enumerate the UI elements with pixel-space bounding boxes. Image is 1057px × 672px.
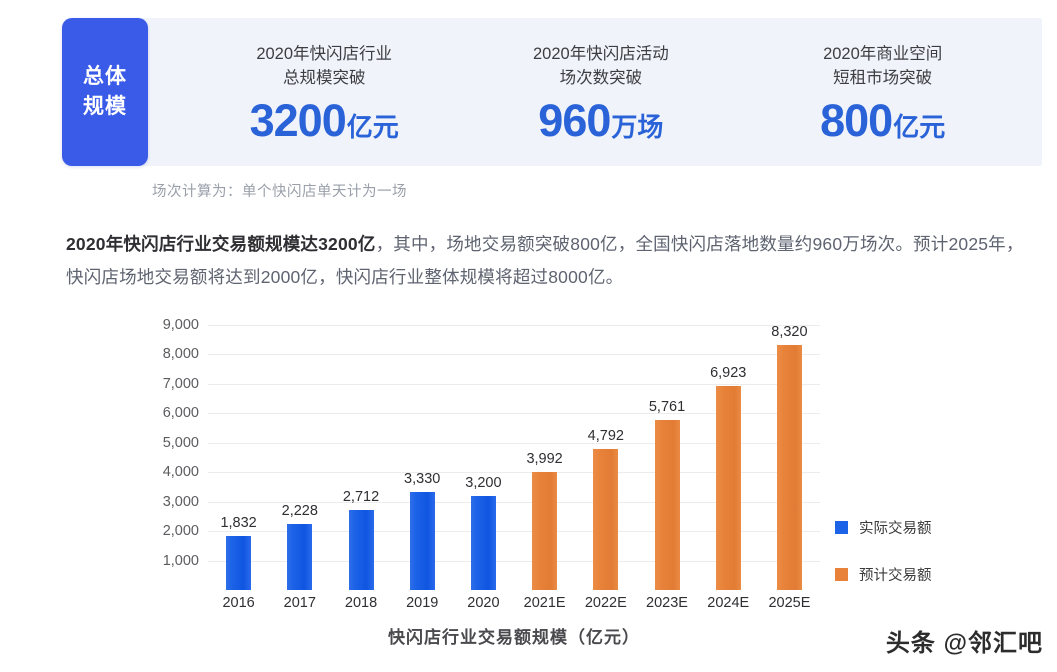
summary-stats: 2020年快闪店行业 总规模突破 3200亿元 2020年快闪店活动 场次数突破… (182, 18, 1030, 166)
paragraph-rest: ，其中，场地交易额突破800亿，全国快闪店落地数量约960万场次。预计2025年… (66, 234, 1024, 287)
chart-bar-value-label: 2,712 (342, 489, 380, 506)
chart-bar-slot: 1,832 (208, 325, 269, 590)
chart-legend: 实际交易额 预计交易额 (835, 517, 1005, 611)
stat-caption-line-2: 总规模突破 (282, 68, 366, 87)
legend-swatch-forecast-icon (835, 568, 848, 581)
chart-y-tick-label: 4,000 (162, 464, 199, 481)
chart-x-tick-label: 2022E (584, 595, 627, 611)
chart-bars: 1,832 2,228 2,712 3,330 3,200 3,992 4,792 5,761… (208, 324, 820, 590)
legend-item-forecast: 预计交易额 (835, 564, 1005, 585)
summary-banner-panel (137, 18, 1042, 166)
legend-swatch-actual-icon (835, 521, 848, 534)
stat-number: 3200 (249, 94, 347, 146)
chart-gridline: 2,000 (163, 523, 820, 539)
summary-badge: 总体 规模 (62, 18, 148, 166)
summary-badge-line-1: 总体 (83, 65, 127, 88)
transaction-scale-chart: 9,000 8,000 7,000 6,000 5,000 4,000 3,000 2,000… (0, 305, 1057, 665)
chart-gridline: 1,000 (163, 553, 820, 569)
chart-gridline: 5,000 (163, 435, 820, 451)
chart-bar[interactable]: 3,992 (526, 451, 563, 590)
chart-bar[interactable]: 3,200 (465, 475, 502, 590)
stat-card-short-rent-market: 2020年商业空间 短租市场突破 800亿元 (735, 42, 1030, 143)
chart-bar[interactable]: 8,320 (771, 324, 808, 590)
stat-value: 960万场 (472, 98, 729, 143)
chart-bar[interactable]: 2,712 (343, 489, 379, 590)
chart-x-tick-label: 2019 (406, 595, 439, 611)
stat-card-event-count: 2020年快闪店活动 场次数突破 960万场 (466, 42, 735, 143)
stat-caption-line-1: 2020年商业空间 (823, 44, 943, 63)
chart-bar-slot: 3,330 (392, 325, 453, 590)
chart-y-tick-label: 2,000 (162, 523, 199, 540)
chart-bar-slot: 3,200 (453, 325, 514, 590)
chart-bar-value-label: 3,200 (465, 474, 502, 491)
chart-y-tick-label: 5,000 (162, 434, 199, 451)
chart-bar-slot: 3,992 (514, 325, 575, 590)
chart-bar-value-label: 6,923 (710, 365, 747, 382)
chart-y-tick-label: 3,000 (162, 493, 199, 510)
chart-y-tick-label: 7,000 (162, 375, 199, 392)
chart-bar-value-label: 3,992 (526, 451, 563, 468)
chart-y-tick-label: 9,000 (162, 317, 199, 333)
chart-bar-slot: 8,320 (759, 324, 820, 590)
chart-y-tick-label: 1,000 (162, 552, 199, 569)
chart-bar-value-label: 5,761 (648, 399, 686, 416)
paragraph-lead: 2020年快闪店行业交易额规模达3200亿 (66, 234, 376, 254)
stat-card-total-scale: 2020年快闪店行业 总规模突破 3200亿元 (182, 42, 466, 143)
stat-number: 800 (820, 94, 893, 146)
stat-unit: 万场 (611, 111, 664, 142)
chart-x-axis: 2016 2017 2018 2019 2020 2021E 2022E 2023E 2024E… (208, 595, 820, 611)
chart-bar[interactable]: 1,832 (220, 515, 257, 590)
body-paragraph: 2020年快闪店行业交易额规模达3200亿，其中，场地交易额突破800亿，全国快… (66, 228, 1026, 294)
watermark: 头条 @邻汇吧 (885, 630, 1043, 657)
chart-x-tick-label: 2023E (646, 595, 688, 611)
summary-banner: 总体 规模 2020年快闪店行业 总规模突破 3200亿元 2020年快闪店活动… (62, 18, 1042, 166)
stat-caption-line-2: 场次数突破 (559, 68, 643, 87)
chart-bar-value-label: 8,320 (771, 324, 808, 341)
chart-gridline: 4,000 (163, 464, 820, 480)
chart-bar-value-label: 1,832 (220, 515, 257, 532)
chart-y-tick-label: 6,000 (162, 405, 199, 422)
chart-gridline: 9,000 (163, 317, 820, 333)
chart-gridline: 8,000 (163, 346, 820, 362)
chart-title: 快闪店行业交易额规模（亿元） (388, 628, 640, 647)
chart-bar[interactable]: 3,330 (404, 471, 440, 590)
legend-label-actual: 实际交易额 (859, 521, 932, 537)
chart-x-tick-label: 2020 (467, 595, 500, 611)
chart-bar[interactable]: 4,792 (588, 428, 624, 590)
chart-bar[interactable]: 5,761 (649, 399, 685, 590)
chart-bar-slot: 5,761 (636, 325, 697, 590)
chart-bar-slot: 2,228 (269, 325, 330, 590)
legend-label-forecast: 预计交易额 (859, 568, 932, 584)
chart-x-tick-label: 2025E (768, 595, 811, 611)
chart-bar[interactable]: 2,228 (282, 503, 318, 590)
chart-bar-value-label: 2,228 (281, 503, 318, 520)
stat-caption-line-1: 2020年快闪店活动 (533, 44, 669, 63)
chart-gridline: 7,000 (163, 376, 820, 392)
summary-badge-line-2: 规模 (83, 95, 127, 118)
chart-gridline: 3,000 (163, 494, 820, 510)
legend-item-actual: 实际交易额 (835, 517, 1005, 538)
stat-unit: 亿元 (346, 111, 399, 142)
stat-caption-line-1: 2020年快闪店行业 (256, 44, 393, 63)
stat-unit: 亿元 (893, 111, 946, 142)
chart-bar[interactable]: 6,923 (710, 365, 746, 590)
stat-caption-line-2: 短租市场突破 (833, 68, 933, 87)
chart-x-tick-label: 2016 (222, 595, 255, 611)
chart-bar-slot: 4,792 (575, 325, 636, 590)
chart-bar-slot: 2,712 (330, 325, 391, 590)
chart-x-tick-label: 2021E (523, 595, 566, 611)
stat-number: 960 (538, 94, 611, 146)
chart-bar-slot: 6,923 (698, 325, 759, 590)
chart-bar-value-label: 3,330 (404, 470, 441, 487)
summary-note: 场次计算为：单个快闪店单天计为一场 (152, 184, 407, 200)
chart-y-tick-label: 8,000 (162, 346, 199, 363)
chart-x-tick-label: 2024E (707, 595, 750, 611)
chart-plot-area: 9,000 8,000 7,000 6,000 5,000 4,000 3,000 2,000… (163, 317, 820, 590)
stat-value: 800亿元 (741, 98, 1024, 143)
stat-value: 3200亿元 (188, 98, 460, 143)
chart-gridline: 6,000 (163, 405, 820, 421)
chart-x-tick-label: 2018 (344, 595, 378, 611)
chart-bar-value-label: 4,792 (587, 427, 624, 444)
chart-x-tick-label: 2017 (283, 595, 316, 611)
